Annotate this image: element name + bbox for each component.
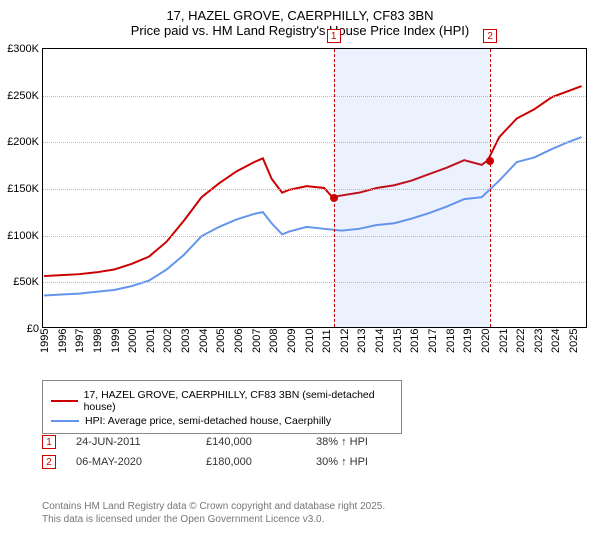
ownership-shaded-band xyxy=(334,49,490,327)
sales-row-price: £180,000 xyxy=(206,456,316,468)
sales-row-date: 24-JUN-2011 xyxy=(76,436,206,448)
x-tick-label: 2024 xyxy=(550,329,562,353)
x-tick-label: 2013 xyxy=(356,329,368,353)
chart-legend: 17, HAZEL GROVE, CAERPHILLY, CF83 3BN (s… xyxy=(42,380,402,434)
x-tick-label: 2002 xyxy=(162,329,174,353)
y-tick-label: £300K xyxy=(7,43,39,55)
y-tick-label: £0 xyxy=(27,323,39,335)
y-tick-label: £200K xyxy=(7,136,39,148)
attribution-line2: This data is licensed under the Open Gov… xyxy=(42,513,385,526)
x-tick-label: 2016 xyxy=(409,329,421,353)
x-tick-label: 2000 xyxy=(127,329,139,353)
sales-row: 1 24-JUN-2011£140,00038% ↑ HPI xyxy=(42,432,426,452)
x-tick-label: 2007 xyxy=(251,329,263,353)
sales-row-date: 06-MAY-2020 xyxy=(76,456,206,468)
y-tick-label: £100K xyxy=(7,230,39,242)
chart-title-block: 17, HAZEL GROVE, CAERPHILLY, CF83 3BN Pr… xyxy=(0,0,600,42)
x-tick-label: 1999 xyxy=(110,329,122,353)
sales-row-price: £140,000 xyxy=(206,436,316,448)
chart-plot-area: £0£50K£100K£150K£200K£250K£300K199519961… xyxy=(42,48,587,328)
x-tick-label: 2001 xyxy=(145,329,157,353)
x-tick-label: 2009 xyxy=(286,329,298,353)
legend-item: 17, HAZEL GROVE, CAERPHILLY, CF83 3BN (s… xyxy=(51,389,393,413)
sale-marker-vline xyxy=(334,49,335,327)
y-gridline xyxy=(43,142,586,143)
attribution-text: Contains HM Land Registry data © Crown c… xyxy=(42,500,385,526)
x-tick-label: 2004 xyxy=(198,329,210,353)
title-address: 17, HAZEL GROVE, CAERPHILLY, CF83 3BN xyxy=(0,8,600,23)
x-tick-label: 2005 xyxy=(215,329,227,353)
x-tick-label: 1997 xyxy=(74,329,86,353)
y-tick-label: £150K xyxy=(7,183,39,195)
x-tick-label: 2020 xyxy=(480,329,492,353)
title-subtitle: Price paid vs. HM Land Registry's House … xyxy=(0,23,600,38)
x-tick-label: 2022 xyxy=(515,329,527,353)
series-hpi xyxy=(44,137,582,295)
x-tick-label: 2003 xyxy=(180,329,192,353)
x-tick-label: 2025 xyxy=(568,329,580,353)
y-gridline xyxy=(43,282,586,283)
chart-svg xyxy=(43,49,586,327)
legend-swatch xyxy=(51,420,79,422)
x-tick-label: 2015 xyxy=(392,329,404,353)
x-tick-label: 1996 xyxy=(57,329,69,353)
attribution-line1: Contains HM Land Registry data © Crown c… xyxy=(42,500,385,513)
legend-item: HPI: Average price, semi-detached house,… xyxy=(51,415,393,427)
series-property xyxy=(44,86,582,276)
sales-row-marker: 1 xyxy=(42,435,56,449)
sale-marker-dot xyxy=(486,157,494,165)
y-tick-label: £250K xyxy=(7,90,39,102)
y-gridline xyxy=(43,189,586,190)
legend-label: HPI: Average price, semi-detached house,… xyxy=(85,415,331,427)
sales-row: 2 06-MAY-2020£180,00030% ↑ HPI xyxy=(42,452,426,472)
legend-label: 17, HAZEL GROVE, CAERPHILLY, CF83 3BN (s… xyxy=(84,389,393,413)
sales-row-delta: 38% ↑ HPI xyxy=(316,436,426,448)
x-tick-label: 1998 xyxy=(92,329,104,353)
y-tick-label: £50K xyxy=(13,276,39,288)
x-tick-label: 2019 xyxy=(462,329,474,353)
sale-marker-vline xyxy=(490,49,491,327)
x-tick-label: 2021 xyxy=(498,329,510,353)
x-tick-label: 2008 xyxy=(268,329,280,353)
x-tick-label: 1995 xyxy=(39,329,51,353)
sale-marker-number: 1 xyxy=(327,29,341,43)
sale-marker-dot xyxy=(330,194,338,202)
sales-row-marker: 2 xyxy=(42,455,56,469)
x-tick-label: 2006 xyxy=(233,329,245,353)
x-tick-label: 2014 xyxy=(374,329,386,353)
sale-marker-number: 2 xyxy=(483,29,497,43)
x-tick-label: 2023 xyxy=(533,329,545,353)
legend-swatch xyxy=(51,400,78,402)
sales-row-delta: 30% ↑ HPI xyxy=(316,456,426,468)
x-tick-label: 2012 xyxy=(339,329,351,353)
x-tick-label: 2011 xyxy=(321,329,333,353)
x-tick-label: 2010 xyxy=(304,329,316,353)
y-gridline xyxy=(43,96,586,97)
x-tick-label: 2018 xyxy=(445,329,457,353)
sales-table: 1 24-JUN-2011£140,00038% ↑ HPI 2 06-MAY-202… xyxy=(42,432,426,472)
y-gridline xyxy=(43,236,586,237)
x-tick-label: 2017 xyxy=(427,329,439,353)
